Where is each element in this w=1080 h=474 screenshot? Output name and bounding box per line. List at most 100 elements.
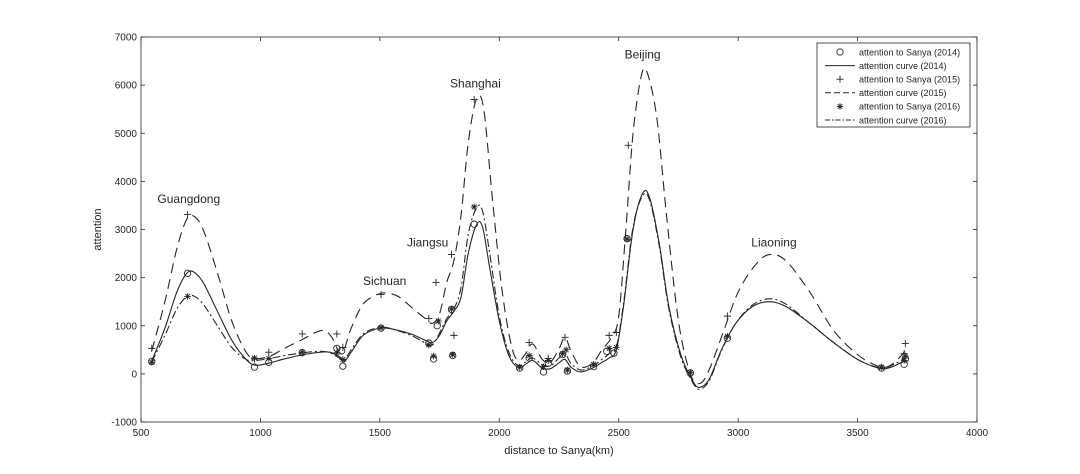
data-point [183,210,192,219]
data-point [559,350,566,357]
y-tick-label: 1000 [115,321,138,332]
annotation-shanghai: Shanghai [450,77,501,91]
data-point [265,348,273,356]
legend: attention to Sanya (2014) attention curve… [816,42,971,128]
legend-item: attention curve (2014) [825,61,947,71]
annotation-liaoning: Liaoning [751,235,796,249]
legend-item: attention curve (2015) [825,88,947,98]
y-tick-label: 0 [131,369,137,380]
y-tick-label: 6000 [115,81,138,92]
lines-layer [151,67,906,390]
data-point [432,278,440,287]
data-point [605,331,613,339]
x-tick-label: 500 [133,428,150,439]
series-attention-curve-2014 [151,189,906,388]
data-point [516,363,523,371]
data-point [612,328,620,337]
data-point [425,341,433,349]
x-tick-label: 3500 [846,428,869,439]
data-point [148,359,156,366]
y-tick-label: -1000 [111,418,137,429]
data-point [265,355,273,362]
data-point [878,363,885,371]
data-point [623,235,631,243]
data-point [900,357,908,364]
data-point [450,331,458,339]
data-point [470,95,478,104]
annotation-jiangsu: Jiangsu [407,235,448,249]
data-point [540,363,547,370]
annotation-beijing: Beijing [625,48,661,62]
legend-item: attention to Sanya (2016) [836,102,960,112]
legend-marker-sample [836,103,844,110]
x-axis-label: distance to Sanya(km) [504,445,613,457]
data-point [333,330,341,338]
data-point [544,357,552,364]
data-point [564,366,571,374]
legend-marker-sample [836,48,844,56]
x-tick-label: 2500 [608,428,631,439]
data-point [339,343,347,352]
legend-label: attention to Sanya (2016) [859,102,960,112]
data-point [339,362,347,370]
data-point [610,349,618,357]
data-point [902,352,909,360]
markers-layer [148,95,909,377]
ticks-layer: 500 1000 1500 2000 2500 3000 3500 4000 -1000 0 100… [111,33,988,440]
data-point [425,314,433,323]
data-point [605,345,613,352]
data-point [298,348,306,356]
data-point [449,351,457,358]
legend-item: attention curve (2016) [825,115,947,125]
x-tick-label: 3000 [727,428,750,439]
y-axis-label: attention [92,208,104,250]
data-point [184,293,191,300]
legend-item: attention to Sanya (2014) [836,47,960,57]
data-point [298,330,306,338]
data-point [724,333,731,340]
series-attention-to-sanya-2016 [148,203,909,376]
data-point [470,203,478,211]
data-point [723,312,731,320]
data-point [430,352,437,360]
legend-label: attention to Sanya (2014) [859,47,960,57]
annotation-guangdong: Guangdong [157,192,220,206]
annotations-layer: Guangdong Sichuan Jiangsu Shanghai Beijing Li… [157,48,796,288]
y-tick-label: 4000 [115,177,138,188]
x-tick-label: 2000 [488,428,511,439]
legend-marker-sample [836,75,844,83]
data-point [562,346,570,354]
data-point [339,356,347,363]
data-point [590,360,597,368]
data-point [377,324,385,331]
data-point [613,344,620,351]
legend-label: attention curve (2016) [859,115,947,125]
x-tick-label: 4000 [966,428,989,439]
x-tick-label: 1500 [369,428,392,439]
legend-box [816,42,971,128]
y-tick-label: 5000 [115,129,138,140]
data-point [447,250,456,259]
data-point [435,317,442,325]
legend-label: attention curve (2015) [859,88,947,98]
series-attention-curve-2016 [151,192,906,390]
x-tick-label: 1000 [249,428,272,439]
data-point [561,333,569,341]
data-point [333,349,341,356]
data-point [901,339,909,348]
data-point [448,305,455,313]
y-tick-label: 3000 [115,225,138,236]
data-point [525,338,533,347]
data-point [183,269,192,277]
y-tick-label: 7000 [115,33,138,44]
data-point [525,352,533,359]
legend-label: attention to Sanya (2015) [859,75,960,85]
data-point [250,363,259,371]
data-point [148,344,156,352]
data-point [377,290,385,299]
data-point [687,369,694,376]
data-point [624,141,632,149]
legend-item: attention to Sanya (2015) [836,75,960,85]
y-tick-label: 2000 [115,273,138,284]
